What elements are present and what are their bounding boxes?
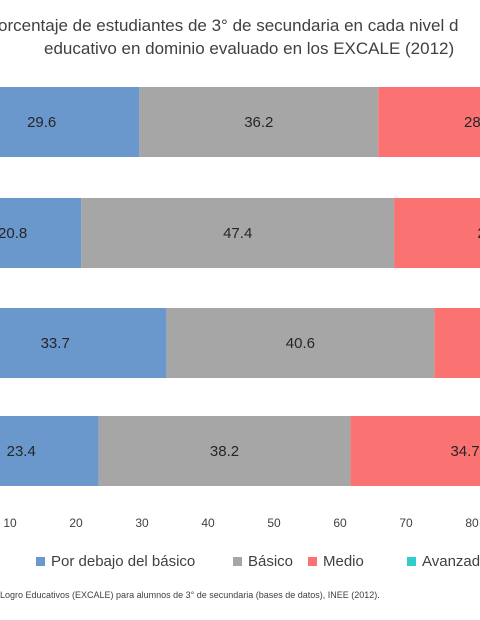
bar-segment [98,416,351,486]
chart-title-line-1: orcentaje de estudiantes de 3° de secund… [0,16,459,35]
bar-segment [81,198,395,268]
bar-data-label: 40.6 [286,335,315,352]
legend: Por debajo del básico Básico Medio Avanzado [0,553,480,575]
bar-segment [434,308,480,378]
legend-item: Básico [233,553,293,570]
bar-data-label: 36.2 [244,114,273,131]
source-note: Logro Educativos (EXCALE) para alumnos d… [0,590,380,600]
legend-swatch [308,557,317,566]
bar-segment [139,87,379,157]
stacked-bar-chart: 29.636.22820.847.4233.740.623.438.234.7 … [0,87,480,530]
bar-labels-group: 29.6 36.2 28 20.8 47.4 2 33.7 40.6 23.4 38.2 34.7 [0,114,480,460]
bar-data-label: 47.4 [223,225,252,242]
x-tick-label: 60 [333,516,347,530]
x-axis-ticks: 10 20 30 40 50 60 70 80 [3,516,479,530]
bar-segment [0,308,167,378]
legend-item: Avanzado [407,553,480,570]
chart-title-line-2: educativo en dominio evaluado en los EXC… [44,39,455,58]
x-tick-label: 70 [399,516,413,530]
x-tick-label: 50 [267,516,281,530]
bar-data-label: 23.4 [7,443,36,460]
bar-data-label: 33.7 [41,335,70,352]
legend-label: Medio [323,553,364,570]
legend-swatch [233,557,242,566]
legend-item: Medio [308,553,364,570]
legend-swatch [407,557,416,566]
bar-data-label: 2 [477,225,480,242]
bar-segment [350,416,480,486]
bar-data-label: 29.6 [27,114,56,131]
legend-label: Básico [248,553,294,570]
bar-segment [378,87,480,157]
bar-segment [0,198,82,268]
bar-data-label: 34.7 [450,443,479,460]
x-tick-label: 10 [3,516,17,530]
legend-label: Por debajo del básico [51,553,196,570]
bar-segment [0,416,99,486]
bar-segment [0,87,140,157]
bar-data-label: 28 [464,114,480,131]
bar-segment [166,308,435,378]
bar-data-label: 20.8 [0,225,27,242]
bar-data-label: 38.2 [210,443,239,460]
x-tick-label: 80 [465,516,479,530]
legend-swatch [36,557,45,566]
bars-group [0,87,480,486]
legend-item: Por debajo del básico [36,553,195,570]
x-tick-label: 30 [135,516,149,530]
legend-label: Avanzado [422,553,480,570]
x-tick-label: 20 [69,516,83,530]
x-tick-label: 40 [201,516,215,530]
bar-segment [394,198,480,268]
